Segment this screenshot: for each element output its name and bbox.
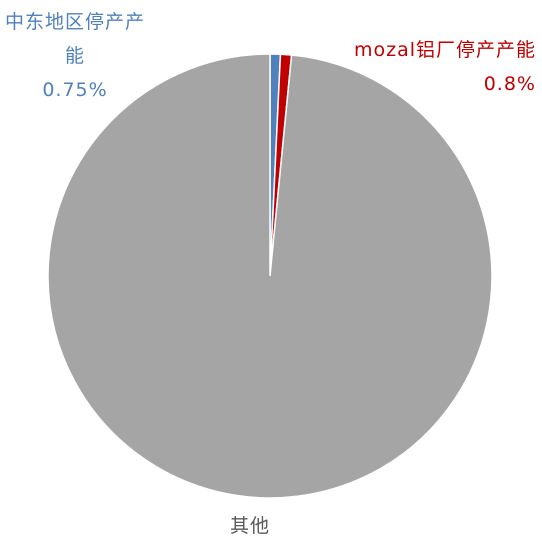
category-label: 其他 <box>229 515 270 537</box>
value-label: 0.75% <box>42 79 108 101</box>
data-label: mozal铝厂停产产能 0.8% <box>340 33 536 101</box>
category-label: mozal铝厂停产产能 <box>353 39 536 61</box>
data-label: 中东地区停产产能 0.75% <box>5 5 145 107</box>
pie-slice <box>47 53 493 499</box>
category-label: 中东地区停产产能 <box>5 11 146 67</box>
value-label: 0.8% <box>483 73 536 95</box>
data-label: 其他 <box>200 509 300 541</box>
